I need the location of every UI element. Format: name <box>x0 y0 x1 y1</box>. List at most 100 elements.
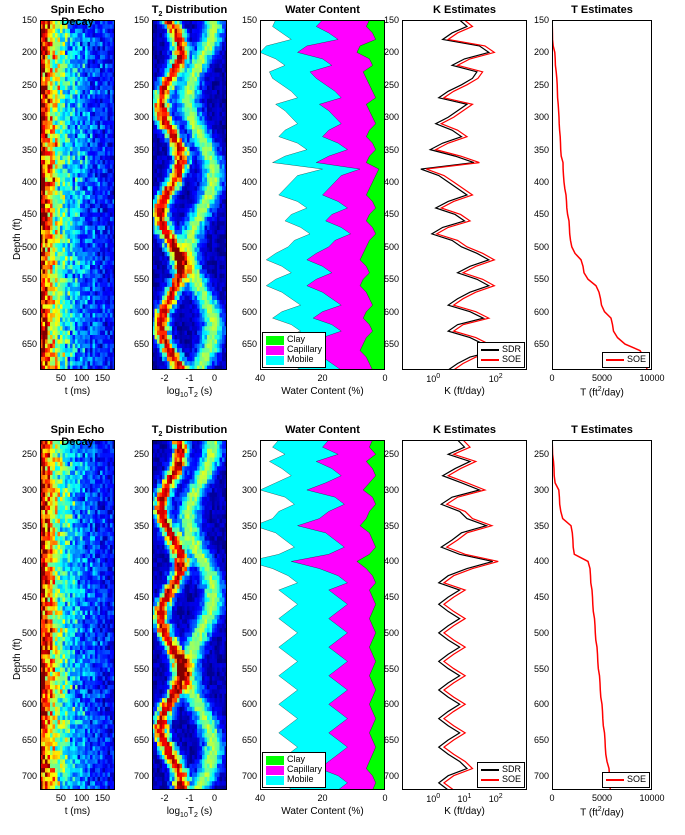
ytick: 400 <box>124 556 149 566</box>
xtick: 20 <box>303 793 343 803</box>
ytick: 500 <box>374 628 399 638</box>
ytick: 350 <box>124 521 149 531</box>
xtick: 10000 <box>632 373 672 383</box>
ytick: 350 <box>12 145 37 155</box>
xtick: 0 <box>195 793 235 803</box>
ytick: 400 <box>524 177 549 187</box>
ytick: 450 <box>524 209 549 219</box>
title-t_est: T Estimates <box>547 4 657 16</box>
ytick: 450 <box>12 592 37 602</box>
xtick: 100 <box>413 373 453 384</box>
ytick: 700 <box>524 771 549 781</box>
ytick: 250 <box>232 80 257 90</box>
ytick: 550 <box>232 664 257 674</box>
ytick: 350 <box>374 145 399 155</box>
title-t2_dist: T2 Distribution <box>147 424 232 438</box>
ytick: 550 <box>12 664 37 674</box>
ytick: 450 <box>124 592 149 602</box>
ytick: 400 <box>374 177 399 187</box>
ytick: 650 <box>524 735 549 745</box>
ytick: 700 <box>124 771 149 781</box>
xtick: 0 <box>195 373 235 383</box>
ytick: 300 <box>524 485 549 495</box>
ytick: 400 <box>524 556 549 566</box>
ytick: 300 <box>124 112 149 122</box>
ytick: 250 <box>524 449 549 459</box>
ytick: 450 <box>12 209 37 219</box>
xtick: 40 <box>240 373 280 383</box>
ytick: 450 <box>374 592 399 602</box>
xtick: 0 <box>365 373 405 383</box>
xtick: 0 <box>532 373 572 383</box>
ytick: 500 <box>374 242 399 252</box>
ytick: 600 <box>374 307 399 317</box>
xlabel-t_est: T (ft2/day) <box>542 386 662 398</box>
title-t2_dist: T2 Distribution <box>147 4 232 18</box>
nmr-log-figure: Depth (ft) Depth (ft) Spin Echo Decayt (… <box>0 0 685 835</box>
xlabel-water: Water Content (%) <box>250 806 395 817</box>
ytick: 500 <box>524 242 549 252</box>
ytick: 300 <box>524 112 549 122</box>
ytick: 350 <box>124 145 149 155</box>
ytick: 550 <box>232 274 257 284</box>
ytick: 450 <box>524 592 549 602</box>
ytick: 650 <box>374 339 399 349</box>
ytick: 500 <box>12 628 37 638</box>
ytick: 600 <box>524 699 549 709</box>
ytick: 350 <box>12 521 37 531</box>
xtick: 102 <box>476 373 516 384</box>
ytick: 550 <box>524 664 549 674</box>
ytick: 200 <box>12 47 37 57</box>
ytick: 500 <box>232 628 257 638</box>
xtick: 5000 <box>582 373 622 383</box>
ytick: 450 <box>232 592 257 602</box>
ytick: 600 <box>232 699 257 709</box>
title-t_est: T Estimates <box>547 424 657 436</box>
axes-border <box>40 20 115 370</box>
ytick: 250 <box>374 449 399 459</box>
ytick: 600 <box>124 307 149 317</box>
ytick: 550 <box>12 274 37 284</box>
ylabel-row1: Depth (ft) <box>12 218 23 260</box>
axes-border <box>260 440 385 790</box>
xtick: 20 <box>303 373 343 383</box>
xtick: 150 <box>83 373 123 383</box>
axes-border <box>152 440 227 790</box>
xtick: 102 <box>476 793 516 804</box>
ytick: 650 <box>232 735 257 745</box>
ytick: 500 <box>232 242 257 252</box>
ytick: 150 <box>232 15 257 25</box>
ytick: 450 <box>232 209 257 219</box>
ytick: 300 <box>124 485 149 495</box>
axes-border <box>152 20 227 370</box>
ytick: 600 <box>232 307 257 317</box>
ytick: 700 <box>12 771 37 781</box>
ytick: 150 <box>374 15 399 25</box>
ytick: 300 <box>374 112 399 122</box>
ytick: 250 <box>12 80 37 90</box>
xlabel-k_est: K (ft/day) <box>392 806 537 817</box>
ytick: 400 <box>374 556 399 566</box>
xlabel-spin_echo: t (ms) <box>30 806 125 817</box>
ytick: 500 <box>124 628 149 638</box>
axes-border <box>260 20 385 370</box>
xlabel-t2_dist: log10T2 (s) <box>142 386 237 399</box>
ytick: 600 <box>524 307 549 317</box>
ytick: 650 <box>124 339 149 349</box>
ytick: 600 <box>374 699 399 709</box>
ytick: 200 <box>374 47 399 57</box>
ytick: 150 <box>124 15 149 25</box>
ytick: 700 <box>374 771 399 781</box>
ytick: 300 <box>232 485 257 495</box>
ytick: 250 <box>374 80 399 90</box>
ytick: 550 <box>524 274 549 284</box>
ytick: 300 <box>12 112 37 122</box>
ytick: 200 <box>124 47 149 57</box>
ytick: 200 <box>524 47 549 57</box>
ytick: 600 <box>12 307 37 317</box>
ytick: 650 <box>124 735 149 745</box>
ytick: 400 <box>232 177 257 187</box>
ytick: 300 <box>12 485 37 495</box>
ytick: 650 <box>12 339 37 349</box>
ytick: 350 <box>232 521 257 531</box>
